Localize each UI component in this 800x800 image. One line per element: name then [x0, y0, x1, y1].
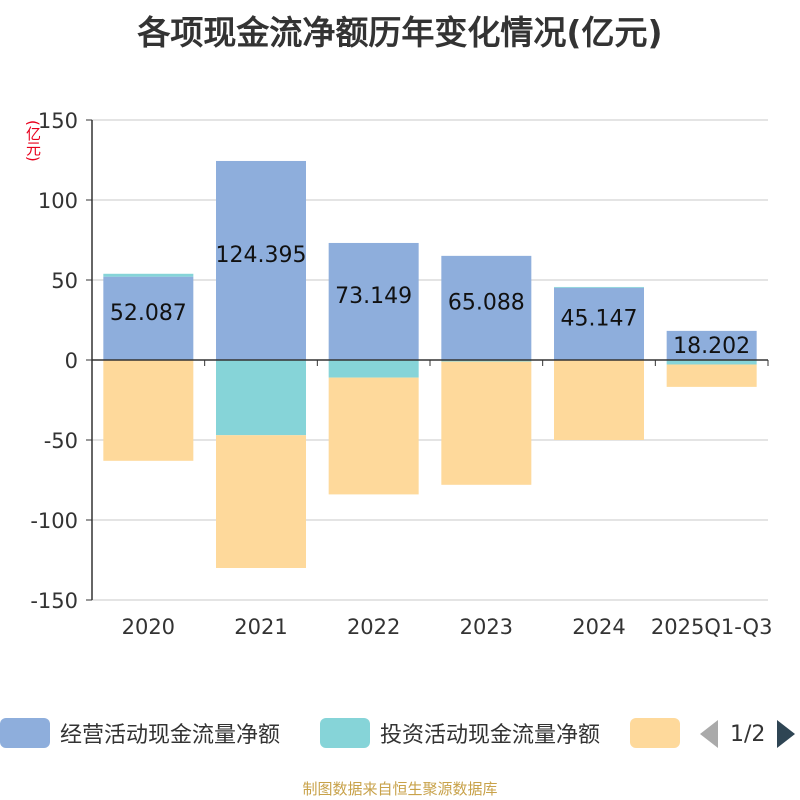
y-tick-label: -100 — [30, 509, 78, 533]
y-tick-label: 0 — [65, 349, 78, 373]
bar-operating — [554, 287, 644, 360]
legend-swatch-operating — [0, 718, 50, 748]
bar-operating — [103, 276, 194, 360]
x-tick-label: 2024 — [572, 615, 625, 639]
data-label: 18.202 — [673, 334, 750, 359]
legend-swatch-investing — [320, 718, 370, 748]
bar-investing — [554, 286, 644, 288]
bar-investing — [666, 360, 757, 365]
bar-financing — [328, 377, 419, 495]
legend-label-investing: 投资活动现金流量净额 — [380, 723, 601, 748]
x-tick-label: 2023 — [460, 615, 513, 639]
bar-financing — [216, 435, 306, 568]
y-axis-unit-label: (亿元) — [24, 120, 42, 162]
legend-item-financing[interactable] — [630, 716, 680, 750]
data-label: 73.149 — [335, 284, 412, 309]
data-label: 65.088 — [448, 291, 525, 316]
legend: 经营活动现金流量净额 投资活动现金流量净额 — [0, 716, 800, 756]
x-tick-label: 2022 — [347, 615, 400, 639]
bar-financing — [554, 360, 644, 440]
legend-pager: 1/2 — [700, 719, 796, 749]
data-label: 124.395 — [216, 243, 307, 268]
y-tick-label: 100 — [38, 189, 78, 213]
bar-operating — [441, 255, 532, 360]
bar-financing — [103, 360, 194, 461]
pager-next-icon[interactable] — [777, 720, 796, 748]
pager-prev-icon[interactable] — [700, 720, 718, 748]
y-tick-label: 50 — [51, 269, 78, 293]
data-source-note: 制图数据来自恒生聚源数据库 — [302, 780, 498, 798]
bar-operating — [666, 330, 757, 360]
bar-financing — [441, 361, 532, 485]
y-tick-label: 150 — [38, 109, 78, 133]
bar-investing — [103, 273, 194, 277]
x-tick-label: 2025Q1-Q3 — [651, 615, 773, 639]
legend-item-investing[interactable]: 投资活动现金流量净额 — [320, 716, 600, 750]
y-tick-label: -150 — [30, 589, 78, 613]
legend-swatch-financing — [630, 718, 680, 748]
data-label: 52.087 — [110, 301, 187, 326]
x-tick-label: 2020 — [122, 615, 175, 639]
bar-financing — [666, 364, 757, 387]
pager-page-indicator: 1/2 — [730, 721, 766, 747]
legend-label-operating: 经营活动现金流量净额 — [60, 723, 281, 748]
chart-title: 各项现金流净额历年变化情况(亿元) — [137, 13, 663, 52]
bar-investing — [328, 360, 419, 378]
x-tick-label: 2021 — [234, 615, 287, 639]
bar-operating — [328, 242, 419, 360]
bar-operating — [216, 160, 306, 360]
y-tick-label: -50 — [44, 429, 78, 453]
bar-investing — [441, 360, 532, 362]
legend-item-operating[interactable]: 经营活动现金流量净额 — [0, 716, 280, 750]
bar-investing — [216, 360, 306, 436]
data-label: 45.147 — [561, 306, 638, 331]
